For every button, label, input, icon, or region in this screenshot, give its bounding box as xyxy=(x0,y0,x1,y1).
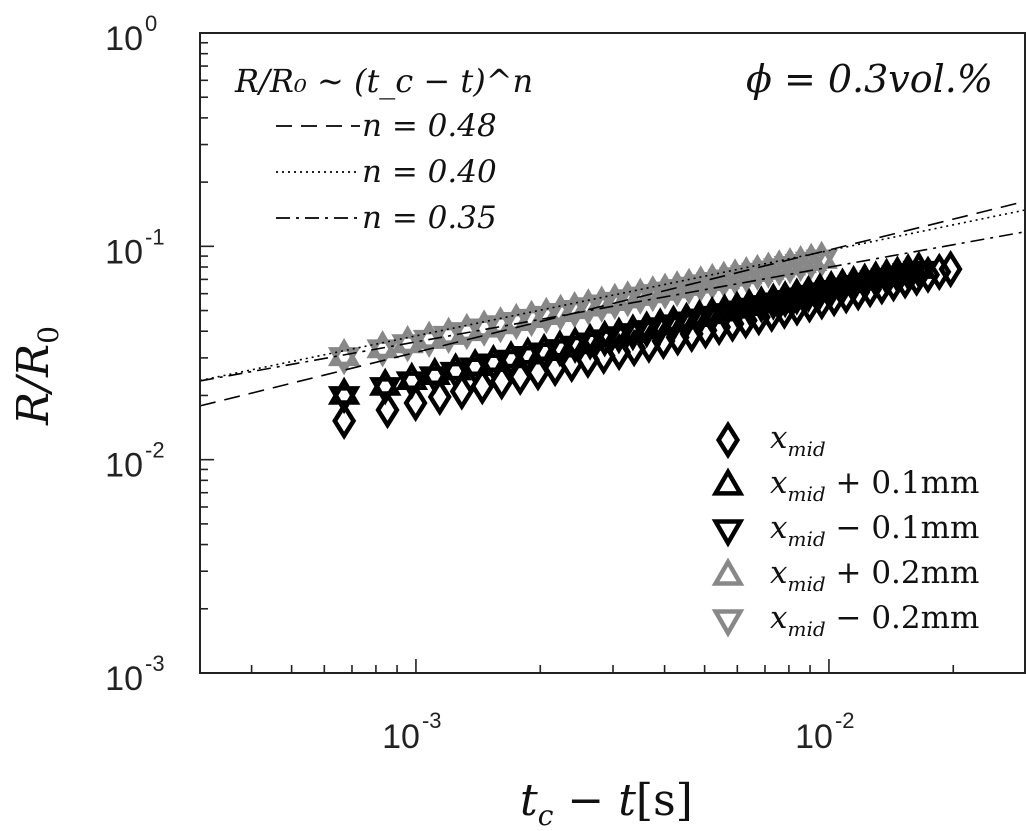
y-tick-label: 10 xyxy=(105,20,143,58)
data-point xyxy=(893,261,918,300)
data-point xyxy=(369,367,402,396)
legend-label: xmid + 0.1mm xyxy=(770,465,979,506)
fit-legend: R/R₀ ∼ (t_c − t)^n n = 0.48 n = 0.40 n = 0.… xyxy=(234,62,533,236)
data-point xyxy=(369,377,402,406)
data-point xyxy=(327,386,361,415)
legend-label: xmid − 0.1mm xyxy=(770,510,979,551)
y-tick-exponent: -2 xyxy=(145,438,165,463)
data-point xyxy=(418,356,451,385)
data-point xyxy=(391,334,424,363)
data-point xyxy=(588,329,621,358)
data-point xyxy=(403,383,428,423)
data-point xyxy=(511,346,544,375)
data-point xyxy=(366,330,399,359)
data-point xyxy=(573,332,607,361)
data-point xyxy=(375,390,400,430)
data-point xyxy=(558,300,591,329)
data-point xyxy=(904,258,929,297)
data-point xyxy=(467,318,501,347)
data-point xyxy=(432,325,465,355)
data-point xyxy=(470,367,495,406)
legend-marker xyxy=(711,557,745,586)
y-tick-label: 10 xyxy=(105,660,143,698)
fit-legend-label: n = 0.35 xyxy=(362,200,497,236)
data-point xyxy=(332,401,357,441)
series-0-markers xyxy=(332,249,963,441)
data-point xyxy=(366,339,399,368)
axes xyxy=(199,32,1026,674)
y-axis-label: R/R0 xyxy=(8,326,65,426)
x-tick-label: 10 xyxy=(795,718,833,756)
data-point xyxy=(418,366,451,395)
y-tick-label: 10 xyxy=(105,233,143,271)
data-point xyxy=(915,255,941,294)
fit-legend-title: R/R₀ ∼ (t_c − t)^n xyxy=(234,62,533,100)
fit-legend-label: n = 0.48 xyxy=(362,108,497,144)
fit-legend-label: n = 0.40 xyxy=(362,154,497,190)
axis-labels: tc − t[s] R/R0 ϕ = 0.3vol.% xyxy=(8,57,993,831)
data-point xyxy=(881,264,906,303)
data-point xyxy=(412,329,446,359)
y-tick-label: 10 xyxy=(105,447,143,485)
data-point xyxy=(395,361,429,390)
y-tick-exponent: -3 xyxy=(145,651,165,676)
y-tick-exponent: -1 xyxy=(145,224,165,249)
data-point xyxy=(927,252,952,292)
legend-label: xmid − 0.2mm xyxy=(770,600,979,641)
legend-label: xmid xyxy=(770,420,826,461)
data-point xyxy=(602,326,636,355)
fit-lines xyxy=(199,200,1026,407)
data-point xyxy=(391,324,424,354)
data-point xyxy=(450,322,484,351)
fit-line-dashed xyxy=(199,200,1026,407)
x-axis-label: tc − t[s] xyxy=(520,775,693,831)
x-tick-exponent: -2 xyxy=(835,708,855,733)
phi-annotation: ϕ = 0.3vol.% xyxy=(746,57,993,101)
fit-line-dashdot xyxy=(199,230,1026,382)
data-point xyxy=(544,302,577,332)
series-4-markers xyxy=(327,249,838,376)
data-point xyxy=(427,377,452,417)
legend-marker xyxy=(711,609,745,638)
y-tick-exponent: 0 xyxy=(145,11,157,36)
data-point xyxy=(938,249,963,289)
data-point xyxy=(412,320,446,349)
legend-marker xyxy=(711,467,745,496)
tick-labels: 10 010 -110 -210 -310 -3 10 -2 xyxy=(105,11,854,756)
x-tick-exponent: -3 xyxy=(422,708,442,733)
data-point xyxy=(489,362,514,401)
legend-label: xmid + 0.2mm xyxy=(770,555,979,596)
legend-marker xyxy=(711,519,745,548)
data-point xyxy=(395,371,429,400)
data-point xyxy=(558,335,592,365)
legend-marker xyxy=(715,420,741,460)
data-point xyxy=(616,323,650,352)
fit-line-dotted xyxy=(199,209,1026,382)
data-point xyxy=(499,312,533,341)
x-tick-label: 10 xyxy=(382,718,420,756)
data-point xyxy=(327,347,361,376)
data-point xyxy=(449,372,474,411)
data-markers xyxy=(327,240,963,441)
